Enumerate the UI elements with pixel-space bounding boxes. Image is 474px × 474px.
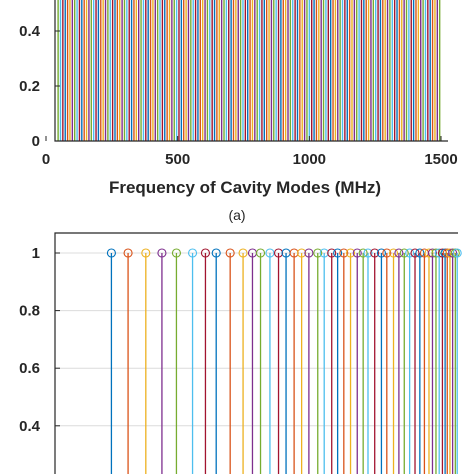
panel-b-stem-marker <box>313 248 323 258</box>
panel-a-x-tick-label: 500 <box>165 151 190 168</box>
panel-a-y-tick-label: 0.2 <box>19 78 40 95</box>
panel-b-stem-marker <box>200 248 211 258</box>
panel-a-x-tick-label: 1000 <box>293 151 326 168</box>
panel-b-stem-marker <box>358 248 368 258</box>
panel-a-label: (a) <box>228 207 245 223</box>
panel-b-stem-marker <box>238 248 248 258</box>
panel-b-stem-marker <box>394 248 404 258</box>
panel-b-stem-marker <box>171 248 181 258</box>
panel-b-stems <box>106 248 462 474</box>
panel-b-stem-marker <box>345 248 356 258</box>
panel-b-y-tick-label: 0.6 <box>19 360 40 377</box>
panel-b-stem-marker <box>452 248 462 258</box>
panel-a-axes <box>54 0 448 142</box>
panel-b-y-ticks: 0.4 0.6 0.8 1 <box>19 245 60 435</box>
panel-b-stem-marker <box>188 248 198 258</box>
panel-b-stem-marker <box>445 248 455 258</box>
panel-a: 0 0.2 0.4 0 500 1000 1500 Frequency of Cavity… <box>19 0 458 223</box>
panel-b-gridlines <box>56 252 458 427</box>
panel-b-stem-marker <box>265 248 275 258</box>
panel-b-stem-marker <box>388 248 399 258</box>
panel-b-stem-marker <box>304 248 314 258</box>
panel-b-stem-marker <box>410 248 420 258</box>
panel-a-y-tick-label: 0 <box>32 133 40 150</box>
panel-b-stem-marker <box>376 248 386 258</box>
panel-b-stem-marker <box>352 248 362 258</box>
panel-b-stem-marker <box>382 248 392 258</box>
panel-b-stem-marker <box>405 248 415 258</box>
panel-b-y-tick-label: 0.8 <box>19 303 40 320</box>
panel-b-axes <box>54 232 458 474</box>
panel-b-stem-marker <box>327 248 337 258</box>
panel-b-stem-marker <box>255 248 266 258</box>
panel-b-y-tick-label: 0.4 <box>19 418 41 435</box>
panel-b-stem-marker <box>370 248 380 258</box>
panel-a-y-ticks: 0 0.2 0.4 <box>19 23 60 150</box>
panel-a-x-axis-title: Frequency of Cavity Modes (MHz) <box>109 178 381 197</box>
panel-b-stem-marker <box>363 248 373 258</box>
panel-a-x-tick-label: 1500 <box>424 151 457 168</box>
panel-b-stem-marker <box>141 248 151 258</box>
panel-b-stem-marker <box>339 248 349 258</box>
panel-b-stem-marker <box>157 248 167 258</box>
panel-b-stem-marker <box>106 248 116 258</box>
panel-b-stem-marker <box>297 248 307 258</box>
panel-b-stem-marker <box>333 248 343 258</box>
panel-a-x-ticks: 0 500 1000 1500 <box>42 136 458 168</box>
panel-b-stem-marker <box>431 248 441 258</box>
panel-b: 0.4 0.6 0.8 1 <box>19 232 462 474</box>
panel-b-y-tick-label: 1 <box>32 245 40 262</box>
panel-b-stem-marker <box>225 248 235 258</box>
panel-a-stems <box>57 0 441 141</box>
panel-b-stem-marker <box>399 248 409 258</box>
panel-a-x-tick-label: 0 <box>42 151 50 168</box>
panel-b-stem-marker <box>211 248 221 258</box>
panel-b-stem-marker <box>123 248 133 258</box>
panel-a-y-tick-label: 0.4 <box>19 23 41 40</box>
